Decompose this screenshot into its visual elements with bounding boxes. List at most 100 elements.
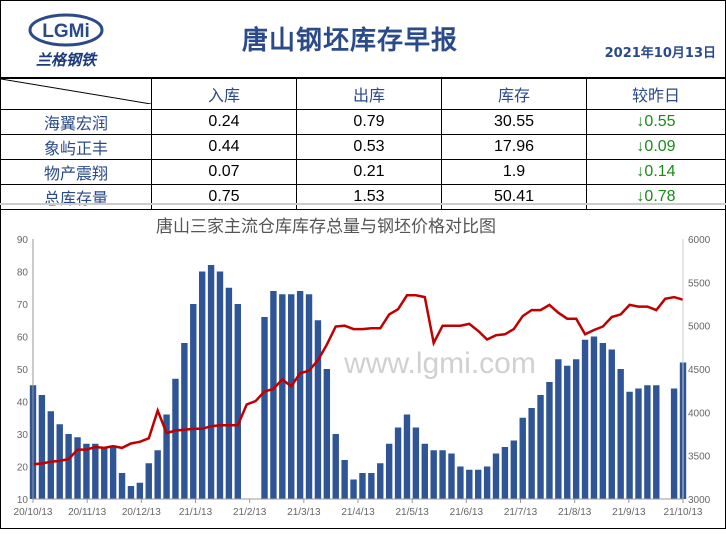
- col-header-stock: 库存: [441, 78, 587, 110]
- table-row: 海翼宏润 0.24 0.79 30.55 ↓0.55: [0, 109, 726, 135]
- x-tick-label: 21/5/13: [395, 507, 429, 518]
- lgmi-logo: LGMi 兰格钢铁: [28, 13, 104, 69]
- bar: [332, 434, 339, 499]
- out-value: 0.79: [296, 109, 442, 135]
- table-row: 物产震翔 0.07 0.21 1.9 ↓0.14: [0, 159, 726, 185]
- x-tick-label: 21/7/13: [504, 507, 538, 518]
- y2-tick-label: 5500: [688, 278, 711, 289]
- table-header-row: 入库 出库 库存 较昨日: [0, 78, 726, 110]
- bar: [172, 378, 179, 499]
- row-name: 象屿正丰: [0, 134, 152, 160]
- bar: [626, 391, 633, 499]
- bar: [341, 460, 348, 499]
- inventory-table: 入库 出库 库存 较昨日 海翼宏润 0.24 0.79 30.55 ↓0.55 …: [0, 78, 726, 210]
- row-name: 物产震翔: [0, 159, 152, 185]
- bar: [270, 291, 277, 499]
- bar: [198, 271, 206, 499]
- bar: [279, 294, 286, 499]
- bar: [127, 486, 135, 499]
- svg-text:兰格钢铁: 兰格钢铁: [36, 52, 98, 69]
- bar: [466, 469, 473, 499]
- bar: [92, 443, 99, 499]
- bar: [154, 450, 161, 499]
- bar: [136, 482, 144, 499]
- bar: [448, 453, 455, 499]
- y-tick-label: 50: [17, 365, 29, 376]
- y2-tick-label: 6000: [688, 235, 711, 246]
- bar: [359, 473, 366, 499]
- stock-value: 30.55: [441, 109, 587, 135]
- report-header: LGMi 兰格钢铁 唐山钢坯库存早报 2021年10月13日: [0, 0, 726, 78]
- bar: [430, 450, 437, 499]
- bar: [385, 443, 393, 499]
- bar: [501, 447, 509, 499]
- x-tick-label: 21/9/13: [612, 507, 646, 518]
- in-value: 0.07: [151, 159, 297, 185]
- bar: [323, 369, 331, 499]
- col-header-in: 入库: [151, 78, 297, 110]
- y-tick-label: 40: [17, 398, 29, 409]
- corner-cell: [0, 78, 152, 110]
- x-tick-label: 21/1/13: [179, 507, 213, 518]
- bar: [225, 287, 233, 499]
- bar: [492, 453, 500, 499]
- stock-value: 17.96: [441, 134, 587, 160]
- y-tick-label: 60: [17, 333, 29, 344]
- out-value: 1.53: [296, 184, 442, 210]
- out-value: 0.53: [296, 134, 442, 160]
- bar: [590, 336, 598, 499]
- x-tick-label: 21/8/13: [558, 507, 592, 518]
- page-title: 唐山钢坯库存早报: [241, 26, 458, 56]
- x-tick-label: 21/10/13: [664, 507, 703, 518]
- watermark: www.lgmi.com: [343, 347, 536, 380]
- bar: [510, 440, 518, 499]
- bar: [47, 411, 55, 499]
- inventory-price-chart: 唐山三家主流仓库库存总量与钢坯价格对比图 www.lgmi.com 90 80 70…: [0, 203, 726, 529]
- out-value: 0.21: [296, 159, 442, 185]
- bar: [394, 427, 402, 499]
- bar: [314, 320, 322, 499]
- y2-tick-label: 3500: [688, 452, 711, 463]
- bar: [234, 304, 241, 499]
- y2-tick-label: 3000: [688, 495, 711, 506]
- bar: [644, 385, 651, 499]
- table-row: 象屿正丰 0.44 0.53 17.96 ↓0.09: [0, 134, 726, 160]
- y-tick-label: 70: [17, 300, 29, 311]
- y-tick-label: 20: [17, 463, 29, 474]
- x-tick-label: 21/4/13: [341, 507, 375, 518]
- bar: [599, 343, 607, 499]
- bar: [65, 434, 72, 499]
- y2-tick-label: 4500: [688, 365, 711, 376]
- y-tick-label: 90: [17, 235, 29, 246]
- bar: [377, 463, 384, 499]
- report-date: 2021年10月13日: [604, 46, 716, 61]
- y2-tick-label: 4000: [688, 408, 711, 419]
- y-tick-label: 10: [17, 495, 29, 506]
- y-tick-label: 80: [17, 268, 29, 279]
- bar: [305, 294, 313, 499]
- bar: [670, 388, 678, 499]
- bar: [350, 479, 357, 499]
- x-tick-label: 20/12/13: [122, 507, 161, 518]
- x-tick-label: 20/10/13: [14, 507, 53, 518]
- bar: [207, 265, 215, 499]
- bar: [118, 473, 126, 499]
- bar: [421, 443, 428, 499]
- bar: [546, 382, 553, 499]
- row-name: 海翼宏润: [0, 109, 152, 135]
- change-value: ↓0.78: [586, 184, 726, 210]
- bar: [288, 294, 295, 499]
- bar: [101, 447, 108, 499]
- chart-title: 唐山三家主流仓库库存总量与钢坯价格对比图: [156, 216, 496, 236]
- table-row: 总库存量 0.75 1.53 50.41 ↓0.78: [0, 184, 726, 210]
- x-tick-label: 20/11/13: [68, 507, 107, 518]
- bar: [190, 304, 197, 499]
- svg-text:LGMi: LGMi: [42, 21, 90, 42]
- x-tick-label: 21/6/13: [450, 507, 484, 518]
- bar: [296, 291, 304, 499]
- stock-value: 50.41: [441, 184, 587, 210]
- col-header-change: 较昨日: [586, 78, 726, 110]
- bar: [216, 271, 224, 499]
- bar: [617, 369, 624, 499]
- bar: [653, 385, 660, 499]
